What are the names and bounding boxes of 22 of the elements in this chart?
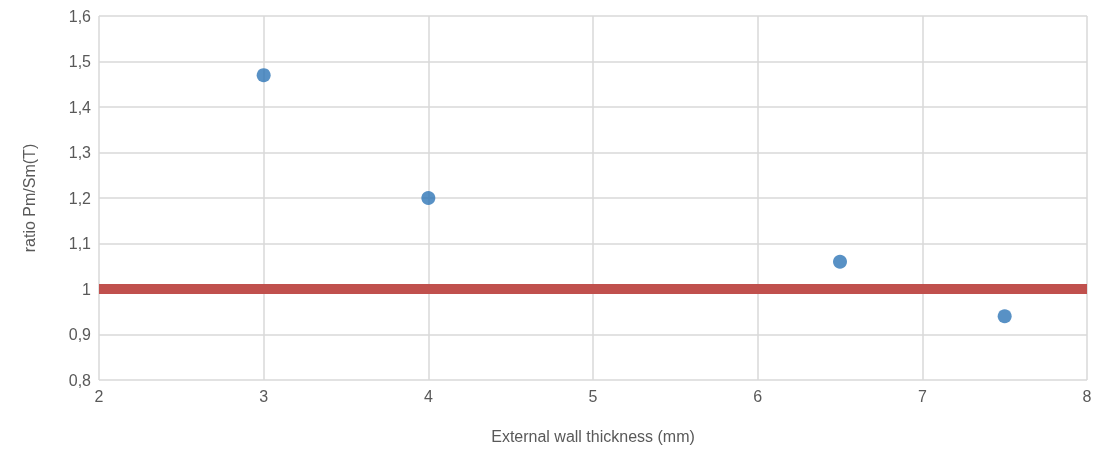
x-tick-label: 6: [753, 387, 763, 405]
y-tick-label: 1,1: [68, 235, 92, 252]
point: [997, 309, 1012, 324]
y-tick-label: 1,6: [68, 7, 92, 25]
y-tick-label: 0,9: [68, 326, 92, 343]
point: [421, 191, 436, 205]
x-tick-label: 7: [917, 387, 927, 405]
y-axis-title: ratio Pm/Sm(T): [20, 143, 38, 253]
y-tick-label: 1,5: [68, 53, 92, 70]
x-tick-label: 5: [588, 387, 598, 405]
x-tick-label: 3: [259, 387, 269, 405]
y-tick-label: 1,4: [68, 98, 92, 116]
y-tick-label: 1,3: [68, 144, 92, 161]
y-tick-label: 1,2: [68, 189, 92, 207]
point: [256, 68, 271, 83]
x-tick-label: 8: [1082, 387, 1092, 405]
y-tick-label: 1: [82, 280, 92, 298]
x-tick-label: 2: [94, 387, 104, 405]
x-axis-title: External wall thickness (mm): [491, 427, 695, 445]
x-tick-label: 4: [423, 387, 433, 405]
y-tick-label: 0,8: [68, 371, 92, 389]
point: [833, 254, 847, 269]
